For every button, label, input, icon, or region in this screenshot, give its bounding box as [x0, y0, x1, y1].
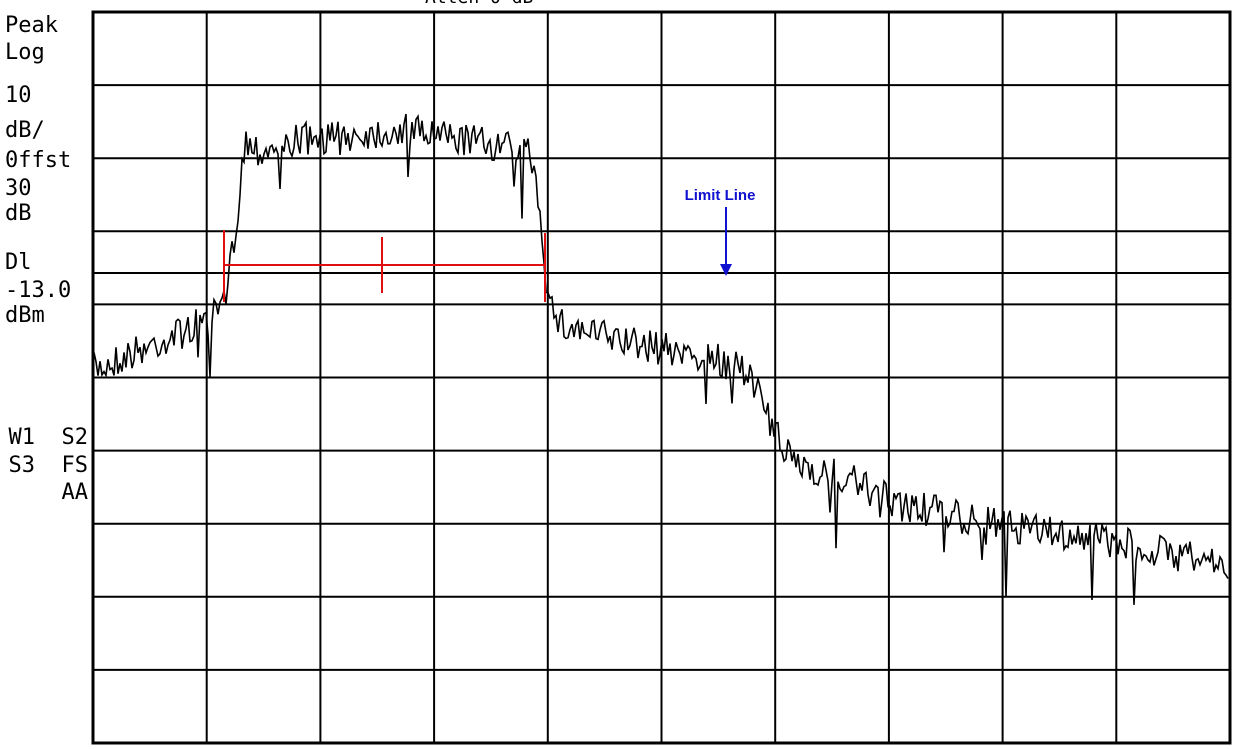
sidebar-label: AA [62, 480, 89, 505]
sidebar-label: 30 [5, 176, 32, 201]
sidebar-label: Log [5, 40, 45, 65]
sidebar-label: -13.0 [5, 278, 71, 303]
sidebar-label: S3 FS [9, 453, 88, 478]
channel-marker [223, 230, 546, 302]
sidebar-label: W1 S2 [9, 425, 88, 450]
limit-arrow-head [720, 264, 732, 276]
trace [93, 113, 1229, 605]
sidebar-label: dB [5, 201, 32, 226]
sidebar-label: 10 [5, 83, 32, 108]
sidebar-label: Peak [5, 13, 58, 38]
grid [93, 12, 1230, 743]
sidebar-label: Dl [5, 250, 32, 275]
sidebar-label: dBm [5, 303, 45, 328]
attenuation: Atten 0 dB [425, 0, 533, 8]
sidebar-label: dB/ [5, 118, 45, 143]
limit-line-label: Limit Line [685, 187, 756, 204]
sidebar-label: 0ffst [5, 148, 71, 173]
